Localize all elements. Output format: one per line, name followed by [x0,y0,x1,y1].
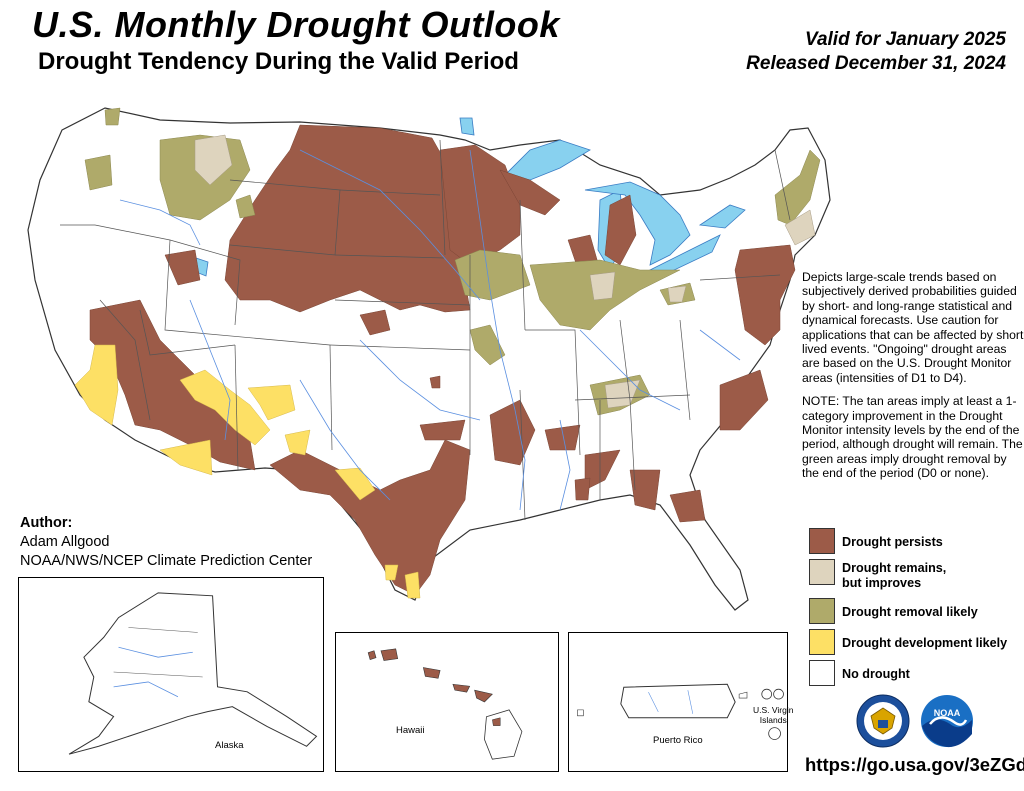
footer-url-link[interactable]: https://go.usa.gov/3eZGd [805,754,1024,775]
alaska-outline [68,592,318,755]
description-paragraph-2: NOTE: The tan areas imply at least a 1-c… [802,394,1023,481]
legend-swatch-improves [809,559,835,585]
usvi-label: U.S. Virgin Islands [753,705,793,725]
legend-label-improves-line1: Drought remains, [842,561,947,575]
hawaii-map [367,648,523,760]
puerto-rico-inset: Puerto Rico U.S. Virgin Islands [568,632,793,772]
page-title: U.S. Monthly Drought Outlook [32,4,560,45]
drought-development-areas [74,344,421,599]
legend-item-development: Drought development likely [809,629,1024,660]
legend: Drought persists Drought remains, but im… [809,528,1024,691]
valid-line: Valid for January 2025 [804,29,1006,50]
released-line: Released December 31, 2024 [746,53,1006,74]
alaska-map [68,592,318,755]
legend-label-improves: Drought remains, but improves [842,561,946,591]
legend-item-removal: Drought removal likely [809,598,1024,629]
legend-label-improves-line2: but improves [842,576,922,590]
description-paragraph-1: Depicts large-scale trends based on subj… [802,270,1024,385]
puerto-rico-map [577,683,784,740]
legend-swatch-development [809,629,835,655]
legend-label-removal: Drought removal likely [842,605,978,619]
usvi-label-line2: Islands [759,715,787,725]
legend-item-persists: Drought persists [809,528,1024,559]
alaska-inset: Alaska [18,577,324,772]
legend-label-no-drought: No drought [842,667,910,681]
valid-period: Valid for January 2025 Released December… [746,28,1006,76]
state-borders [60,139,791,521]
author-label: Author: [20,515,73,531]
page-subtitle: Drought Tendency During the Valid Period [38,48,519,75]
author-org: NOAA/NWS/NCEP Climate Prediction Center [20,553,313,569]
puerto-rico-outline [620,683,736,719]
legend-label-persists: Drought persists [842,535,943,549]
legend-swatch-no-drought [809,660,835,686]
usvi-label-line1: U.S. Virgin [753,705,794,715]
puerto-rico-label: Puerto Rico [653,735,703,746]
drought-improves-areas [194,134,816,409]
legend-label-development: Drought development likely [842,636,1008,650]
author-block: Author: Adam Allgood NOAA/NWS/NCEP Clima… [20,514,312,571]
hawaii-label: Hawaii [396,725,425,736]
legend-item-no-drought: No drought [809,660,1024,691]
description: Depicts large-scale trends based on subj… [802,270,1024,490]
legend-swatch-persists [809,528,835,554]
legend-swatch-removal [809,598,835,624]
rivers [119,149,741,511]
doc-seal-logo [856,694,910,748]
legend-item-improves: Drought remains, but improves [809,559,1024,598]
drought-persists-areas [89,124,796,596]
noaa-logo-text: NOAA [934,708,961,718]
hawaii-inset: Hawaii [335,632,559,772]
noaa-logo: NOAA [920,694,974,748]
author-name: Adam Allgood [20,534,110,550]
alaska-label: Alaska [215,740,244,751]
